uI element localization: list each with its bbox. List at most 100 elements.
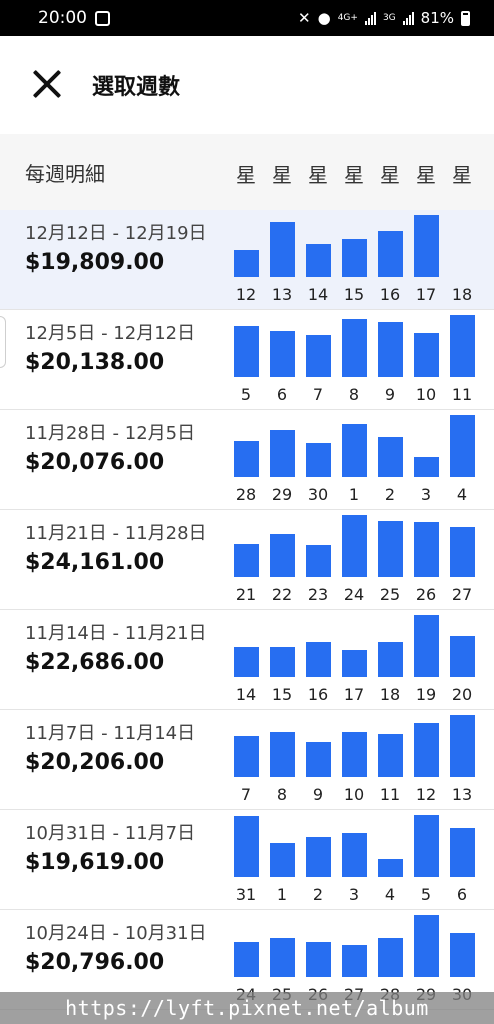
week-row[interactable]: 11月14日 - 11月21日 $22,686.00 14 15 16 17 18 19 20 [0, 610, 494, 710]
day-bar [449, 315, 475, 377]
day-bar [341, 833, 367, 877]
day-label: 17 [415, 285, 437, 304]
day-bar [233, 250, 259, 277]
day-header: 星 [308, 163, 328, 187]
day-bar [305, 942, 331, 977]
day-bar [233, 647, 259, 677]
week-row[interactable]: 11月7日 - 11月14日 $20,206.00 7 8 9 10 11 12 13 [0, 710, 494, 810]
day-bar [377, 734, 403, 777]
scroll-handle[interactable] [0, 316, 6, 368]
day-header: 星 [272, 163, 292, 187]
day-header: 星 [236, 163, 256, 187]
day-bar [341, 732, 367, 777]
day-bar [305, 545, 331, 577]
day-label: 3 [348, 885, 360, 904]
day-label: 15 [343, 285, 365, 304]
day-label: 15 [271, 685, 293, 704]
network-4g-label: 4G+ [337, 12, 358, 23]
day-bar [305, 443, 331, 477]
week-total: $20,138.00 [25, 350, 165, 375]
day-label: 14 [307, 285, 329, 304]
week-row[interactable]: 11月28日 - 12月5日 $20,076.00 28 29 30 1 2 3 4 [0, 410, 494, 510]
day-label: 2 [312, 885, 324, 904]
day-header: 星 [452, 163, 472, 187]
day-bar [377, 322, 403, 377]
week-total: $20,796.00 [25, 950, 165, 975]
day-bar [413, 522, 439, 577]
day-bar [233, 544, 259, 577]
day-label: 28 [235, 485, 257, 504]
day-bar [269, 430, 295, 477]
day-bar [341, 515, 367, 577]
status-time: 20:00 [38, 8, 87, 28]
day-bar [413, 457, 439, 477]
day-label: 4 [456, 485, 468, 504]
day-label: 13 [451, 785, 473, 804]
day-bar [269, 938, 295, 977]
notification-icon [95, 10, 110, 26]
day-bar [377, 437, 403, 477]
day-label: 29 [271, 485, 293, 504]
weekly-breakdown-label: 每週明細 [25, 162, 105, 186]
day-bar [413, 333, 439, 377]
day-label: 13 [271, 285, 293, 304]
day-bar [449, 828, 475, 877]
day-label: 18 [379, 685, 401, 704]
day-label: 18 [451, 285, 473, 304]
week-total: $22,686.00 [25, 650, 165, 675]
week-total: $20,206.00 [25, 750, 165, 775]
day-bar [341, 424, 367, 477]
day-label: 23 [307, 585, 329, 604]
day-label: 7 [240, 785, 252, 804]
day-label: 9 [384, 385, 396, 404]
day-label: 24 [343, 585, 365, 604]
signal-icon [364, 11, 376, 25]
week-row[interactable]: 12月12日 - 12月19日 $19,809.00 12 13 14 15 16 17 18 [0, 210, 494, 310]
day-bar [233, 942, 259, 977]
network-3g-label: 3G [382, 12, 396, 23]
day-bar [233, 441, 259, 477]
day-label: 8 [348, 385, 360, 404]
day-bar [269, 222, 295, 277]
day-label: 11 [379, 785, 401, 804]
week-range: 11月21日 - 11月28日 [25, 523, 207, 544]
day-label: 6 [276, 385, 288, 404]
day-bar [269, 331, 295, 377]
day-bar [449, 933, 475, 977]
week-total: $19,619.00 [25, 850, 165, 875]
day-label: 26 [415, 585, 437, 604]
day-bar [341, 945, 367, 977]
page-title: 選取週數 [92, 75, 181, 100]
day-label: 31 [235, 885, 257, 904]
day-label: 7 [312, 385, 324, 404]
week-row[interactable]: 12月5日 - 12月12日 $20,138.00 5 6 7 8 9 10 11 [0, 310, 494, 410]
day-bar [305, 742, 331, 777]
week-total: $20,076.00 [25, 450, 165, 475]
day-bar [269, 647, 295, 677]
day-label: 10 [415, 385, 437, 404]
day-bar [341, 239, 367, 277]
day-label: 4 [384, 885, 396, 904]
week-row[interactable]: 11月21日 - 11月28日 $24,161.00 21 22 23 24 25 26 27 [0, 510, 494, 610]
week-row[interactable]: 10月31日 - 11月7日 $19,619.00 31 1 2 3 4 5 6 [0, 810, 494, 910]
day-bar [233, 816, 259, 877]
day-bar [269, 534, 295, 577]
close-icon[interactable] [26, 63, 70, 107]
day-label: 19 [415, 685, 437, 704]
day-bar [449, 527, 475, 577]
week-range: 11月28日 - 12月5日 [25, 423, 196, 444]
status-bar: 20:00 ✕ ● 4G+ 3G 81% [0, 0, 494, 36]
day-label: 5 [420, 885, 432, 904]
day-label: 5 [240, 385, 252, 404]
day-bar [341, 319, 367, 377]
week-range: 11月7日 - 11月14日 [25, 723, 196, 744]
day-label: 22 [271, 585, 293, 604]
week-range: 10月24日 - 10月31日 [25, 923, 207, 944]
day-label: 30 [307, 485, 329, 504]
day-header: 星 [380, 163, 400, 187]
day-label: 1 [348, 485, 360, 504]
header: 選取週數 [0, 36, 494, 134]
day-label: 6 [456, 885, 468, 904]
day-label: 14 [235, 685, 257, 704]
battery-icon [461, 10, 470, 26]
